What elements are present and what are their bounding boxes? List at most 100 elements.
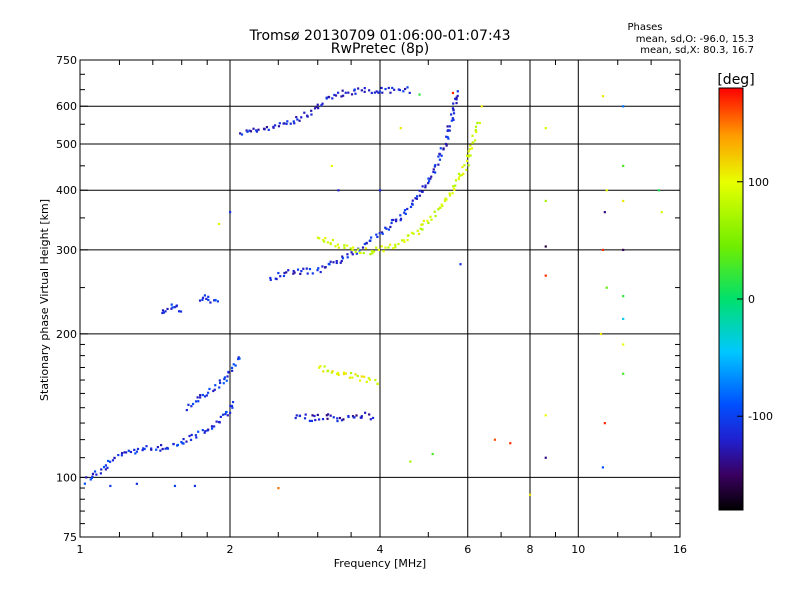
data-point: [201, 296, 205, 299]
data-point: [660, 211, 663, 214]
data-point: [319, 270, 322, 274]
data-point: [129, 450, 133, 454]
data-point: [375, 233, 378, 236]
data-point: [357, 248, 360, 251]
data-point: [316, 103, 319, 106]
data-point: [327, 413, 330, 416]
trace-2: [161, 303, 183, 315]
data-point: [365, 242, 368, 245]
data-point: [432, 170, 435, 174]
data-point: [318, 237, 321, 240]
data-point: [406, 207, 409, 211]
data-point: [170, 307, 173, 310]
data-point: [529, 493, 532, 496]
data-point: [364, 411, 367, 414]
data-point: [239, 132, 242, 135]
data-point: [469, 144, 472, 147]
y-tick-label: 500: [56, 138, 77, 151]
data-point: [229, 211, 232, 214]
data-point: [216, 300, 219, 303]
data-point: [437, 208, 440, 211]
data-point: [294, 416, 297, 420]
data-point: [467, 164, 470, 167]
data-point: [388, 243, 392, 246]
data-point: [397, 242, 400, 246]
data-point: [544, 199, 547, 203]
data-point: [337, 373, 340, 377]
data-point: [377, 91, 380, 94]
data-point: [394, 220, 398, 223]
data-point: [113, 456, 116, 460]
data-point: [224, 413, 227, 416]
data-point: [308, 419, 312, 423]
data-point: [316, 413, 319, 417]
data-point: [457, 177, 460, 181]
data-point: [351, 248, 354, 252]
data-point: [493, 438, 497, 441]
data-point: [218, 386, 221, 389]
data-point: [378, 232, 381, 235]
data-point: [392, 247, 395, 250]
data-point: [397, 88, 400, 91]
data-point: [336, 243, 340, 246]
data-point: [410, 231, 414, 234]
data-point: [601, 248, 605, 252]
data-point: [83, 482, 86, 485]
data-point: [107, 459, 110, 463]
data-point: [337, 189, 340, 192]
data-point: [345, 244, 349, 247]
data-point: [344, 91, 347, 94]
data-point: [389, 91, 392, 94]
data-point: [234, 364, 237, 367]
data-point: [427, 177, 430, 180]
data-point: [161, 311, 164, 315]
data-point: [227, 371, 230, 374]
data-point: [337, 246, 340, 249]
data-point: [218, 381, 222, 385]
data-point: [230, 404, 234, 408]
data-point: [319, 365, 322, 368]
data-point: [207, 295, 210, 298]
trace-0: [83, 400, 235, 485]
data-point: [408, 91, 411, 94]
data-point: [141, 449, 144, 452]
data-point: [313, 414, 316, 418]
y-tick-label: 400: [56, 184, 77, 197]
data-point: [429, 215, 432, 218]
data-point: [451, 107, 454, 110]
trace-1: [185, 356, 241, 412]
data-point: [317, 107, 320, 110]
data-point: [218, 379, 221, 382]
data-point: [387, 86, 390, 90]
data-point: [198, 299, 202, 302]
data-point: [433, 210, 436, 213]
data-point: [285, 122, 288, 126]
data-point: [311, 414, 314, 417]
data-point: [403, 240, 406, 243]
data-point: [457, 172, 461, 175]
data-point: [371, 252, 374, 255]
data-point: [382, 250, 385, 253]
data-point: [427, 221, 430, 225]
data-point: [394, 246, 397, 249]
data-point: [199, 394, 202, 397]
data-point: [104, 468, 107, 471]
data-point: [605, 189, 608, 192]
data-point: [210, 425, 214, 428]
data-point: [314, 418, 317, 422]
data-point: [350, 93, 354, 96]
data-point: [339, 261, 342, 264]
data-point: [324, 237, 327, 240]
data-point: [207, 428, 210, 431]
data-point: [442, 147, 445, 150]
data-point: [359, 251, 362, 255]
data-point: [358, 379, 362, 382]
data-point: [380, 245, 383, 248]
plot-area: 1 2 4 6 8 10 16 75 100 200 300 400 500 600 750: [56, 54, 687, 556]
data-point: [420, 223, 423, 226]
data-point: [438, 158, 442, 161]
data-point: [277, 125, 281, 128]
data-point: [380, 86, 383, 90]
data-point: [166, 447, 170, 450]
y-tick-label: 750: [56, 54, 77, 67]
